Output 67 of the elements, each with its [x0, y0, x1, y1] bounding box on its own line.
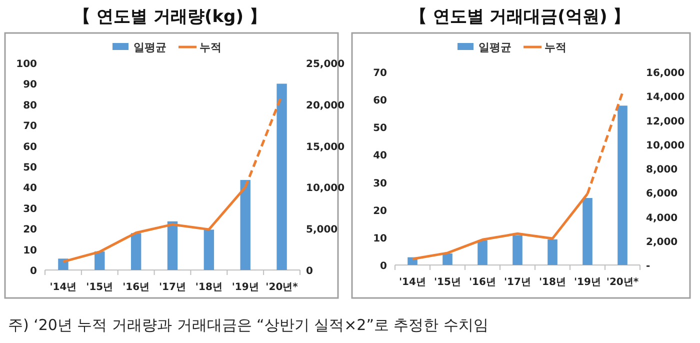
y2-tick-label: 5,000 [306, 224, 338, 236]
y2-tick-label: 20,000 [306, 100, 345, 112]
y2-tick-label: 10,000 [646, 140, 685, 152]
x-tick-label: '15년 [434, 277, 461, 288]
y-tick-label: 40 [23, 183, 38, 194]
bar [618, 106, 628, 265]
y-tick-label: 60 [23, 142, 38, 153]
x-tick-label: '20년* [606, 277, 640, 288]
x-tick-label: '18년 [195, 282, 222, 293]
y2-tick-label: 2,000 [646, 236, 678, 248]
x-tick-label: '16년 [122, 282, 150, 293]
bar [548, 239, 558, 265]
bar [582, 198, 592, 265]
y2-tick-label: 6,000 [646, 188, 678, 200]
legend-label: 일평균 [478, 41, 512, 54]
y2-tick-label: 0 [306, 266, 313, 277]
bar [512, 235, 522, 265]
y2-tick-label: 14,000 [646, 92, 685, 104]
y-tick-label: 50 [23, 162, 38, 174]
y2-tick-label: 8,000 [646, 164, 678, 176]
x-tick-label: '20년* [266, 282, 299, 293]
y-tick-label: 80 [23, 100, 38, 112]
y-tick-label: 70 [373, 68, 388, 79]
y2-tick-label: 16,000 [646, 68, 685, 79]
x-tick-label: '14년 [50, 282, 77, 293]
bar [167, 221, 178, 270]
x-tick-label: '19년 [232, 282, 259, 293]
y-tick-label: 10 [373, 233, 388, 244]
bar [478, 240, 488, 265]
x-tick-label: '18년 [539, 277, 566, 288]
y2-tick-label: 4,000 [646, 212, 678, 224]
y-tick-label: 30 [373, 178, 388, 190]
y-tick-label: 50 [373, 123, 388, 134]
x-tick-label: '19년 [574, 277, 601, 288]
x-tick-label: '17년 [504, 277, 531, 288]
y-tick-label: 30 [23, 204, 38, 215]
legend-label: 누적 [544, 41, 566, 54]
y2-tick-label: 12,000 [646, 116, 685, 128]
y-tick-label: 0 [380, 261, 388, 272]
bar [240, 180, 250, 270]
y2-tick-label: - [646, 261, 650, 272]
y-tick-label: 100 [16, 59, 38, 70]
x-tick-label: '14년 [399, 277, 426, 288]
y-tick-label: 10 [23, 245, 38, 256]
y-tick-label: 60 [373, 96, 388, 107]
legend-label: 누적 [200, 41, 222, 54]
x-tick-label: '15년 [86, 282, 114, 293]
bar [276, 84, 287, 270]
y-tick-label: 0 [30, 266, 38, 277]
y2-tick-label: 15,000 [306, 142, 345, 153]
y-tick-label: 20 [373, 206, 388, 217]
y2-tick-label: 25,000 [306, 59, 345, 70]
chart-title: 【 연도별 거래량(kg) 】 [74, 7, 266, 27]
bar [442, 253, 452, 265]
bar [94, 251, 105, 270]
y-tick-label: 20 [23, 224, 38, 236]
text: 주) ‘20년 누적 거래량과 거래대금은 “상반기 실적×2”로 추정한 수치임 [8, 316, 489, 334]
x-tick-label: '17년 [159, 282, 186, 293]
y2-tick-label: 10,000 [306, 183, 345, 194]
bar [130, 233, 142, 270]
x-tick-label: '16년 [469, 277, 496, 288]
chart-title: 【 연도별 거래대금(억원) 】 [410, 7, 630, 27]
bar [204, 230, 214, 270]
y-tick-label: 70 [23, 121, 38, 132]
legend-label: 일평균 [134, 41, 166, 54]
y-tick-label: 90 [23, 80, 38, 91]
y-tick-label: 40 [373, 150, 388, 162]
